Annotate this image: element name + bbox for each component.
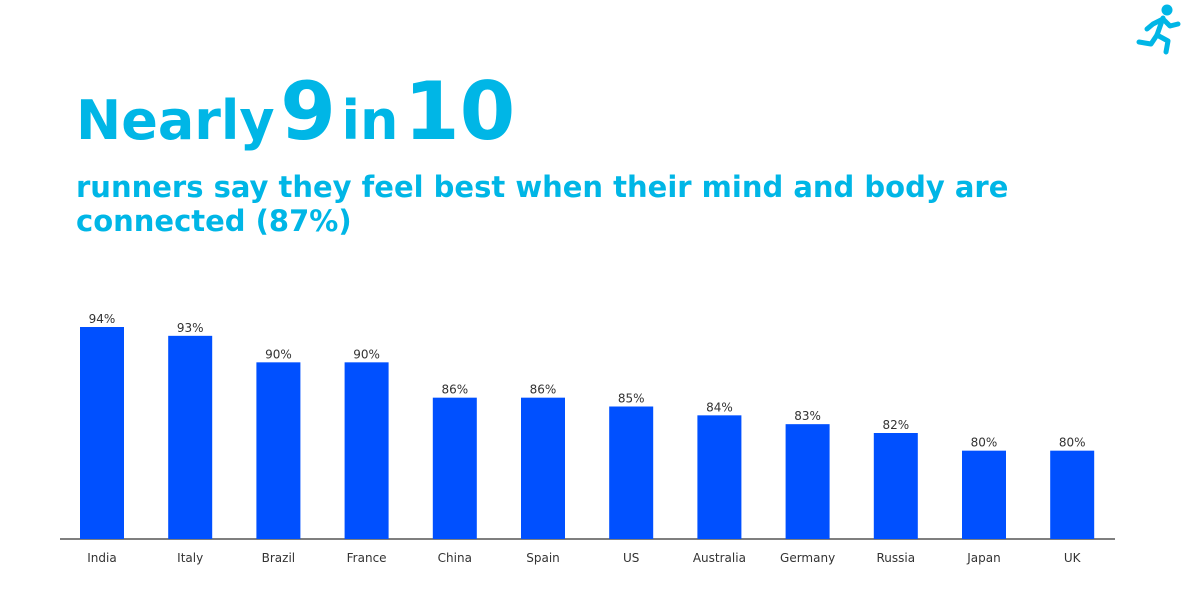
value-label: 84% bbox=[706, 400, 733, 414]
headline: Nearly 9 in 10 bbox=[76, 72, 515, 152]
bar-australia bbox=[697, 415, 742, 539]
bar-japan bbox=[962, 450, 1006, 539]
category-label: Russia bbox=[876, 551, 915, 565]
bar-us bbox=[609, 406, 654, 539]
subtitle: runners say they feel best when their mi… bbox=[76, 170, 1009, 238]
category-label: France bbox=[347, 551, 387, 565]
value-label: 85% bbox=[618, 392, 645, 406]
category-label: China bbox=[438, 551, 472, 565]
category-label: Germany bbox=[780, 551, 835, 565]
value-label: 90% bbox=[265, 347, 292, 361]
category-label: Brazil bbox=[262, 551, 296, 565]
value-label: 80% bbox=[971, 436, 998, 450]
value-label: 86% bbox=[530, 383, 557, 397]
category-label: Australia bbox=[693, 551, 746, 565]
category-label: Spain bbox=[526, 551, 560, 565]
runner-icon bbox=[1136, 4, 1181, 55]
value-label: 82% bbox=[882, 418, 909, 432]
headline-prefix: Nearly bbox=[76, 89, 275, 152]
category-label: Japan bbox=[966, 551, 1000, 565]
headline-number-9: 9 bbox=[280, 65, 336, 158]
bar-france bbox=[344, 362, 389, 539]
value-label: 86% bbox=[441, 383, 468, 397]
value-label: 94% bbox=[89, 312, 116, 326]
headline-number-10: 10 bbox=[403, 65, 516, 158]
value-label: 90% bbox=[353, 347, 380, 361]
bar-india bbox=[80, 327, 124, 539]
value-label: 83% bbox=[794, 409, 821, 423]
category-label: US bbox=[623, 551, 639, 565]
bar-russia bbox=[873, 433, 918, 539]
bar-china bbox=[432, 397, 477, 539]
bar-spain bbox=[521, 397, 565, 539]
bar-uk bbox=[1050, 450, 1095, 539]
bar-germany bbox=[785, 424, 830, 539]
bar-italy bbox=[168, 335, 213, 539]
category-label: UK bbox=[1064, 551, 1082, 565]
category-label: Italy bbox=[177, 551, 203, 565]
headline-middle: in bbox=[341, 89, 399, 152]
value-label: 93% bbox=[177, 321, 204, 335]
bar-brazil bbox=[256, 362, 301, 539]
value-label: 80% bbox=[1059, 436, 1086, 450]
category-label: India bbox=[87, 551, 116, 565]
bar-chart: 94% India 93% Italy 90% Brazil 90% France 86% Chi… bbox=[60, 312, 1115, 565]
